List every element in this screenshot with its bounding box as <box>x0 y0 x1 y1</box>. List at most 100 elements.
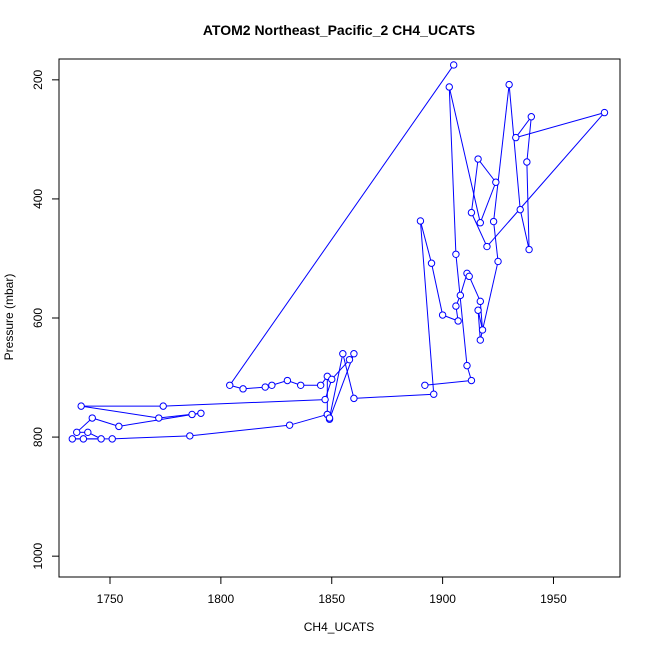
series-segment <box>448 86 457 255</box>
data-point <box>325 414 334 422</box>
data-point <box>155 414 163 422</box>
data-point <box>467 208 476 217</box>
x-axis-label: CH4_UCATS <box>304 620 374 634</box>
series-segment <box>329 353 355 420</box>
series-segment <box>519 209 530 250</box>
data-point <box>476 336 485 344</box>
data-point <box>525 245 533 254</box>
series-segment <box>468 276 481 302</box>
points-layer <box>68 61 609 443</box>
data-point <box>505 80 513 89</box>
data-point <box>197 409 205 417</box>
data-point <box>489 217 498 226</box>
series-segment <box>419 220 435 395</box>
data-point <box>483 242 491 251</box>
data-point <box>77 402 85 410</box>
data-point <box>449 61 458 69</box>
x-axis: 1750 1800 1850 1900 1950 <box>97 576 567 606</box>
series-segment <box>342 353 355 399</box>
series-segment <box>515 112 605 139</box>
y-axis: 200 400 600 800 1000 <box>31 70 60 570</box>
data-point <box>600 108 609 117</box>
series-segment <box>470 212 488 247</box>
y-axis-label: Pressure (mbar) <box>2 274 16 361</box>
data-point <box>285 421 294 429</box>
series-segment <box>331 359 350 380</box>
series-segment <box>353 393 434 399</box>
data-point <box>350 394 358 403</box>
series-segment <box>289 413 328 426</box>
data-point <box>527 113 536 121</box>
series-segment <box>419 220 433 264</box>
data-point <box>463 361 471 370</box>
y-tick-label: 600 <box>31 308 45 328</box>
series-segment <box>493 221 499 262</box>
data-point <box>416 217 425 225</box>
x-tick-label: 1800 <box>208 592 235 606</box>
data-point <box>438 311 447 319</box>
data-point <box>474 155 482 163</box>
series-segment <box>92 417 120 427</box>
data-point <box>492 178 500 186</box>
data-point <box>476 219 485 227</box>
data-point <box>79 435 88 443</box>
data-point <box>476 297 485 306</box>
series-segment <box>470 158 479 213</box>
data-point <box>523 158 531 166</box>
data-point <box>316 381 325 389</box>
series-segment <box>455 254 468 366</box>
data-point <box>226 381 234 389</box>
series-segment <box>493 84 510 222</box>
series-segment <box>448 86 481 223</box>
data-point <box>456 291 465 300</box>
series-segment <box>329 353 344 419</box>
data-point <box>350 350 358 358</box>
data-point <box>108 435 116 443</box>
data-point <box>454 317 462 325</box>
series-segment <box>477 158 497 183</box>
data-point <box>296 381 305 389</box>
data-point <box>186 432 194 440</box>
data-point <box>465 272 473 281</box>
series-segment <box>189 424 290 437</box>
x-tick-label: 1850 <box>318 592 345 606</box>
data-point <box>84 428 92 437</box>
y-tick-label: 800 <box>31 427 45 447</box>
data-point <box>445 83 453 91</box>
y-tick-label: 400 <box>31 189 45 209</box>
data-point <box>73 428 81 437</box>
data-point <box>188 410 196 419</box>
data-point <box>159 402 167 410</box>
data-point <box>328 375 336 384</box>
data-point <box>421 381 429 389</box>
data-point <box>283 376 292 385</box>
series-segment <box>424 380 472 386</box>
series-layer <box>72 64 605 440</box>
chart-title: ATOM2 Northeast_Pacific_2 CH4_UCATS <box>203 22 475 38</box>
data-point <box>474 306 482 314</box>
series-segment <box>479 182 497 223</box>
data-point <box>268 381 276 389</box>
series-segment <box>118 413 193 427</box>
series-segment <box>163 399 326 407</box>
data-point <box>516 205 524 214</box>
data-point <box>261 383 269 391</box>
data-point <box>512 133 520 142</box>
data-point <box>478 326 487 334</box>
data-point <box>430 390 438 398</box>
data-point <box>97 435 105 443</box>
data-point <box>68 435 77 443</box>
x-tick-label: 1750 <box>97 592 124 606</box>
series-segment <box>431 263 444 316</box>
data-point <box>494 257 502 266</box>
y-tick-label: 1000 <box>31 542 45 569</box>
y-tick-label: 200 <box>31 70 45 90</box>
data-point <box>467 376 476 385</box>
data-point <box>452 250 460 258</box>
data-point <box>88 414 96 422</box>
series-segment <box>526 116 532 163</box>
series-segment <box>515 116 532 138</box>
